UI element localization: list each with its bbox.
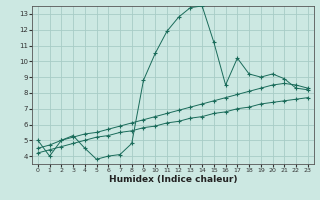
X-axis label: Humidex (Indice chaleur): Humidex (Indice chaleur)	[108, 175, 237, 184]
